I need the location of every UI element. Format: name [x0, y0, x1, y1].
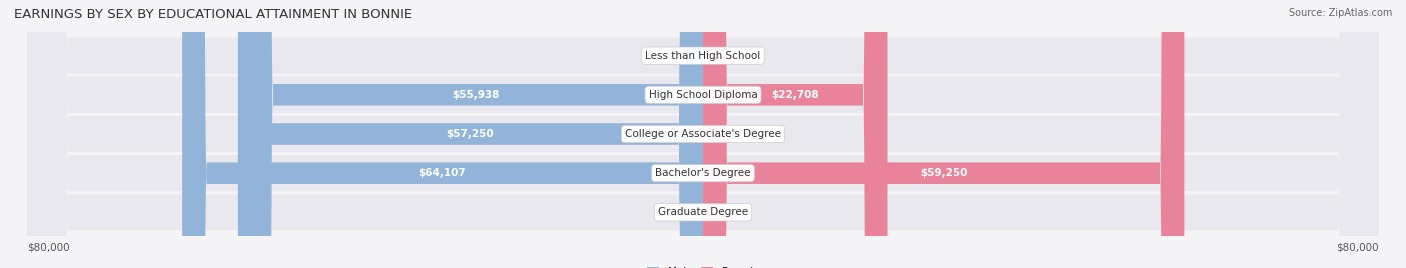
FancyBboxPatch shape [27, 0, 1379, 268]
Text: $80,000: $80,000 [27, 243, 70, 253]
Text: $55,938: $55,938 [453, 90, 499, 100]
Text: $0: $0 [678, 51, 690, 61]
FancyBboxPatch shape [183, 0, 703, 268]
FancyBboxPatch shape [27, 0, 1379, 268]
Text: High School Diploma: High School Diploma [648, 90, 758, 100]
Text: $64,107: $64,107 [419, 168, 467, 178]
Text: $0: $0 [716, 207, 728, 217]
Text: Bachelor's Degree: Bachelor's Degree [655, 168, 751, 178]
Text: $0: $0 [716, 129, 728, 139]
FancyBboxPatch shape [703, 0, 1184, 268]
Text: EARNINGS BY SEX BY EDUCATIONAL ATTAINMENT IN BONNIE: EARNINGS BY SEX BY EDUCATIONAL ATTAINMEN… [14, 8, 412, 21]
FancyBboxPatch shape [238, 0, 703, 268]
Text: Graduate Degree: Graduate Degree [658, 207, 748, 217]
Text: $59,250: $59,250 [920, 168, 967, 178]
FancyBboxPatch shape [27, 0, 1379, 268]
Text: Source: ZipAtlas.com: Source: ZipAtlas.com [1288, 8, 1392, 18]
Text: $80,000: $80,000 [1336, 243, 1379, 253]
Text: $22,708: $22,708 [772, 90, 820, 100]
FancyBboxPatch shape [703, 0, 887, 268]
FancyBboxPatch shape [27, 0, 1379, 268]
Legend: Male, Female: Male, Female [643, 263, 763, 268]
Text: $57,250: $57,250 [447, 129, 495, 139]
Text: College or Associate's Degree: College or Associate's Degree [626, 129, 780, 139]
FancyBboxPatch shape [27, 0, 1379, 268]
Text: Less than High School: Less than High School [645, 51, 761, 61]
Text: $0: $0 [678, 207, 690, 217]
Text: $0: $0 [716, 51, 728, 61]
FancyBboxPatch shape [249, 0, 703, 268]
